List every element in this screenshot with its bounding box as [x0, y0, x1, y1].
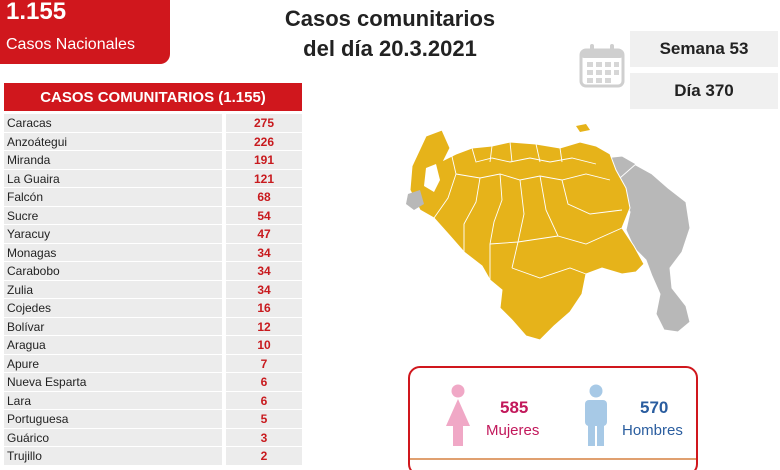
state-name: Portuguesa [4, 410, 222, 429]
state-count: 34 [226, 262, 302, 281]
map-region-inactive [611, 163, 691, 333]
state-count: 16 [226, 299, 302, 318]
title-line-1: Casos comunitarios [284, 6, 496, 31]
table-row: Guárico 3 [4, 428, 302, 447]
state-count: 10 [226, 336, 302, 355]
state-name: Apure [4, 354, 222, 373]
state-count: 275 [226, 114, 302, 133]
state-count: 3 [226, 428, 302, 447]
state-name: Yaracuy [4, 225, 222, 244]
state-count: 6 [226, 373, 302, 392]
state-count: 7 [226, 354, 302, 373]
national-total: 1.155 [6, 0, 67, 25]
card-divider [410, 458, 696, 460]
state-name: Cojedes [4, 299, 222, 318]
table-row: Monagas 34 [4, 243, 302, 262]
female-count: 585 [500, 398, 529, 417]
state-name: Caracas [4, 114, 222, 133]
national-total-badge: 1.155 Casos Nacionales [0, 0, 170, 64]
state-name: Monagas [4, 243, 222, 262]
state-name: Sucre [4, 206, 222, 225]
table-row: Portuguesa 5 [4, 410, 302, 429]
state-count: 191 [226, 151, 302, 170]
state-count: 6 [226, 391, 302, 410]
state-count: 2 [226, 447, 302, 466]
table-row: Carabobo 34 [4, 262, 302, 281]
state-name: Nueva Esparta [4, 373, 222, 392]
state-count: 5 [226, 410, 302, 429]
state-count: 47 [226, 225, 302, 244]
state-count: 12 [226, 317, 302, 336]
state-count: 68 [226, 188, 302, 207]
state-count: 226 [226, 132, 302, 151]
map-region-active [409, 129, 645, 341]
female-label: Mujeres [486, 422, 540, 439]
male-count: 570 [640, 398, 669, 417]
state-name: Zulia [4, 280, 222, 299]
state-name: Guárico [4, 428, 222, 447]
state-name: Miranda [4, 151, 222, 170]
state-name: Bolívar [4, 317, 222, 336]
female-icon [446, 384, 470, 446]
state-name: Anzoátegui [4, 132, 222, 151]
table-row: Nueva Esparta 6 [4, 373, 302, 392]
table-row: Anzoátegui 226 [4, 132, 302, 151]
table-row: Zulia 34 [4, 280, 302, 299]
table-row: Sucre 54 [4, 206, 302, 225]
title-line-2: del día 20.3.2021 [303, 36, 477, 61]
venezuela-map [406, 124, 691, 341]
map-region-active [576, 124, 590, 132]
state-name: Trujillo [4, 447, 222, 466]
table-row: Falcón 68 [4, 188, 302, 207]
table-row: La Guaira 121 [4, 169, 302, 188]
day-label: Día 370 [630, 73, 778, 109]
table-header: CASOS COMUNITARIOS (1.155) [4, 83, 302, 111]
table-row: Miranda 191 [4, 151, 302, 170]
male-icon [585, 384, 607, 446]
table-row: Cojedes 16 [4, 299, 302, 318]
state-name: Lara [4, 391, 222, 410]
week-label: Semana 53 [630, 31, 778, 67]
calendar-icon [579, 44, 625, 88]
table-row: Caracas 275 [4, 114, 302, 133]
gender-card: 585 Mujeres 570 Hombres [408, 366, 698, 470]
state-name: Falcón [4, 188, 222, 207]
state-count: 34 [226, 280, 302, 299]
table-row: Lara 6 [4, 391, 302, 410]
state-count: 121 [226, 169, 302, 188]
state-count: 34 [226, 243, 302, 262]
table-row: Trujillo 2 [4, 447, 302, 466]
page-title: Casos comunitarios del día 20.3.2021 [240, 4, 540, 64]
state-name: Aragua [4, 336, 222, 355]
state-name: Carabobo [4, 262, 222, 281]
male-label: Hombres [622, 422, 683, 439]
table-row: Apure 7 [4, 354, 302, 373]
table-row: Yaracuy 47 [4, 225, 302, 244]
map-region-inactive [406, 190, 424, 210]
state-table: Caracas 275 Anzoátegui 226 Miranda 191 La Guai… [4, 114, 302, 466]
table-row: Bolívar 12 [4, 317, 302, 336]
state-count: 54 [226, 206, 302, 225]
table-row: Aragua 10 [4, 336, 302, 355]
state-name: La Guaira [4, 169, 222, 188]
national-total-label: Casos Nacionales [6, 36, 135, 53]
